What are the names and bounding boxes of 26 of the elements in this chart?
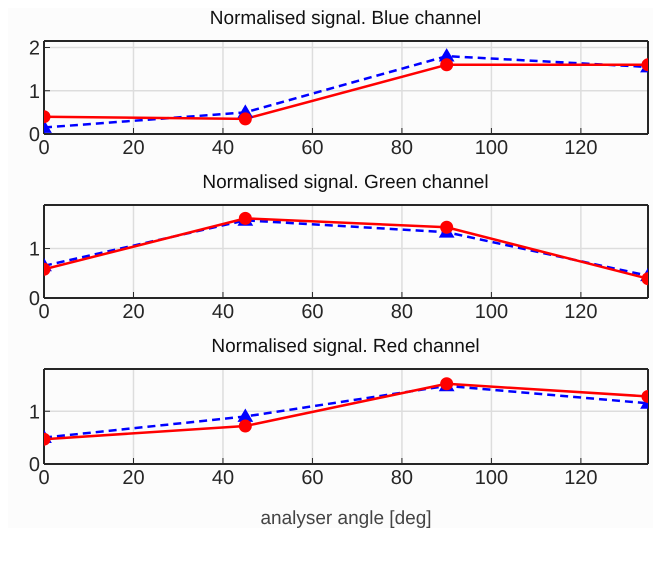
x-tick-label: 20 <box>122 137 145 160</box>
x-tick-label: 100 <box>474 137 508 160</box>
x-tick-label: 20 <box>122 467 145 490</box>
x-tick-label: 120 <box>564 301 598 324</box>
x-tick-label: 80 <box>390 301 414 324</box>
x-tick-label: 100 <box>474 301 508 324</box>
chart-title: Normalised signal. Blue channel <box>208 8 482 31</box>
x-tick-label: 40 <box>212 467 234 490</box>
chart-title: Normalised signal. Green channel <box>201 172 490 195</box>
y-tick-label: 1 <box>28 238 40 261</box>
x-tick-label: 80 <box>390 137 414 160</box>
x-axis-title: analyser angle [deg] <box>260 508 432 529</box>
y-tick-label: 1 <box>28 401 40 424</box>
x-tick-label: 100 <box>474 467 508 490</box>
chart-title: Normalised signal. Red channel <box>210 336 481 359</box>
x-tick-label: 40 <box>212 137 234 160</box>
x-tick-label: 80 <box>390 467 414 490</box>
x-tick-label: 120 <box>564 137 598 160</box>
x-tick-label: 60 <box>301 137 324 160</box>
x-tick-label: 120 <box>564 467 598 490</box>
x-tick-label: 60 <box>301 301 324 324</box>
y-tick-label: 1 <box>28 80 40 103</box>
x-tick-label: 20 <box>122 301 145 324</box>
x-tick-label: 60 <box>301 467 324 490</box>
y-tick-label: 2 <box>28 38 40 60</box>
x-tick-label: 40 <box>212 301 234 324</box>
